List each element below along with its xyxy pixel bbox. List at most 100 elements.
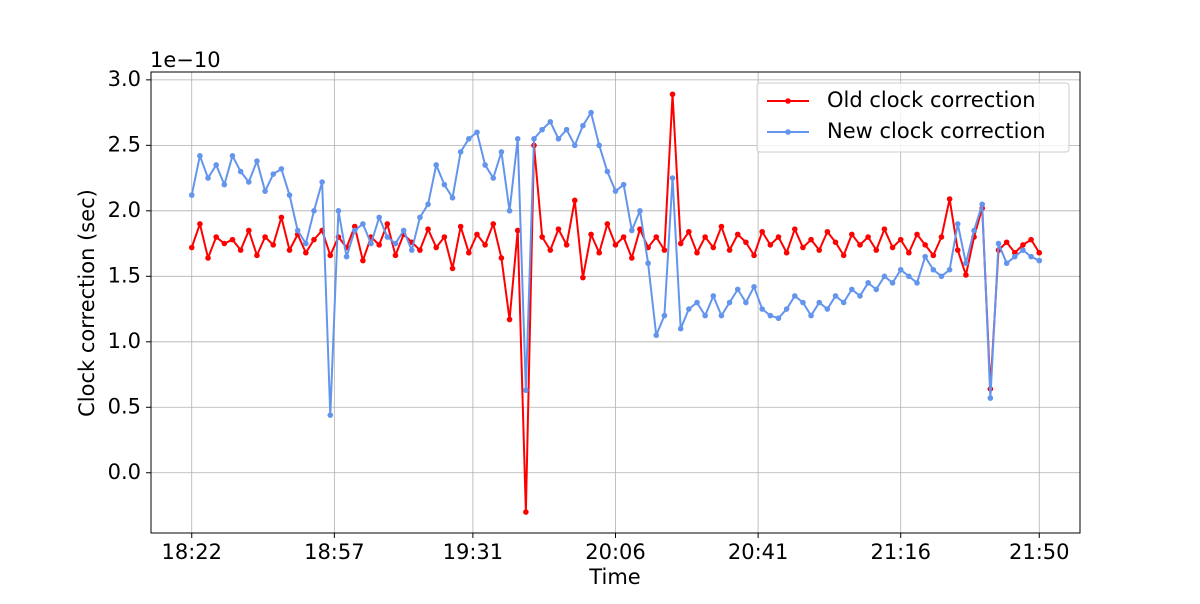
x-tick-label: 18:57 (304, 540, 365, 564)
point (743, 239, 749, 246)
point (311, 236, 317, 243)
point (718, 312, 725, 319)
point (628, 227, 635, 234)
point (979, 201, 986, 208)
point (555, 226, 562, 232)
point (449, 194, 456, 201)
y-tick-label: 3.0 (108, 67, 141, 91)
point (637, 226, 643, 232)
point (457, 149, 464, 155)
point (889, 280, 896, 286)
point (987, 395, 994, 401)
point (563, 126, 570, 133)
point (718, 223, 725, 230)
point (759, 306, 765, 312)
point (303, 240, 309, 247)
point (889, 244, 896, 251)
point (286, 247, 293, 253)
point (865, 234, 871, 240)
legend-marker (785, 98, 791, 104)
point (221, 181, 228, 188)
point (808, 312, 814, 319)
point (604, 168, 611, 175)
point (506, 316, 513, 323)
point (270, 242, 277, 248)
point (498, 255, 505, 261)
point (677, 240, 684, 247)
point (408, 247, 415, 253)
y-axis-label: Clock correction (sec) (75, 189, 99, 417)
point (311, 208, 317, 214)
point (197, 153, 203, 159)
point (759, 228, 765, 235)
point (425, 201, 431, 208)
point (197, 221, 203, 227)
point (840, 252, 847, 259)
point (832, 239, 839, 246)
point (800, 299, 806, 306)
point (433, 162, 440, 168)
point (278, 214, 285, 221)
point (400, 227, 407, 234)
y-tick-label: 0.5 (108, 394, 141, 418)
point (669, 91, 676, 98)
point (286, 192, 293, 198)
point (254, 158, 260, 164)
point (734, 231, 741, 238)
point (653, 332, 660, 339)
point (946, 266, 953, 273)
point (237, 168, 244, 175)
y-tick-label: 1.5 (108, 263, 141, 287)
point (857, 293, 863, 299)
point (873, 247, 880, 253)
point (620, 234, 627, 240)
point (294, 227, 301, 234)
point (954, 247, 961, 253)
point (213, 162, 219, 168)
point (392, 240, 399, 247)
point (1003, 260, 1010, 267)
legend: Old clock correction New clock correction (756, 82, 1070, 153)
point (767, 312, 774, 319)
point (417, 214, 423, 221)
point (865, 280, 871, 286)
point (360, 257, 366, 264)
point (881, 226, 888, 232)
point (596, 142, 603, 149)
legend-box (756, 82, 1070, 153)
point (914, 280, 920, 286)
point (376, 214, 382, 221)
point (457, 223, 464, 230)
point (547, 247, 554, 253)
y-tick-label: 1.0 (108, 329, 141, 353)
point (555, 135, 562, 142)
point (702, 234, 708, 240)
point (800, 244, 806, 251)
point (588, 231, 594, 238)
point (392, 252, 399, 259)
point (906, 273, 912, 280)
point (963, 272, 969, 278)
point (221, 240, 228, 247)
point (881, 273, 888, 280)
point (661, 312, 668, 319)
point (710, 244, 717, 251)
point (490, 175, 497, 181)
point (612, 188, 619, 194)
point (677, 325, 684, 332)
point (229, 153, 236, 159)
x-axis-label: Time (588, 565, 640, 589)
point (726, 299, 733, 306)
point (849, 286, 855, 293)
point (482, 162, 488, 168)
point (343, 253, 350, 260)
point (686, 306, 692, 312)
point (327, 412, 334, 418)
y-tick-label: 0.0 (108, 460, 141, 484)
point (270, 171, 277, 177)
point (726, 247, 733, 253)
point (514, 227, 521, 234)
point (808, 236, 814, 243)
point (1003, 239, 1010, 246)
